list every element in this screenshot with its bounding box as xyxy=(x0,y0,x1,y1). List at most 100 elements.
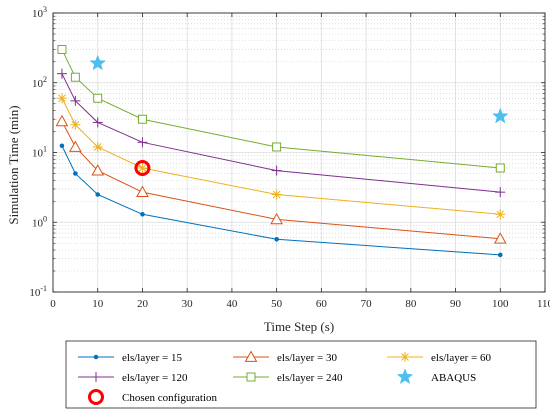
marker-star xyxy=(89,54,107,71)
series-1 xyxy=(59,143,503,258)
abaqus-point xyxy=(89,54,107,71)
data-point xyxy=(70,72,80,82)
x-tick-label: 50 xyxy=(271,298,283,310)
x-tick-label: 60 xyxy=(316,298,328,310)
data-point xyxy=(56,68,67,79)
marker-ast-d2 xyxy=(401,353,409,361)
legend-entry: els/layer = 240 xyxy=(233,372,343,384)
legend-marker xyxy=(93,354,99,360)
y-axis-title: Simulation Time (min) xyxy=(6,105,21,224)
data-point xyxy=(493,232,507,244)
legend-label: Chosen configuration xyxy=(122,392,218,404)
chosen-configuration-point xyxy=(134,159,151,176)
marker-dot xyxy=(73,171,78,176)
x-axis-title: Time Step (s) xyxy=(264,319,334,334)
legend-marker xyxy=(244,350,258,362)
series-line xyxy=(61,97,501,215)
legend-entry: Chosen configuration xyxy=(88,389,218,405)
data-point xyxy=(495,187,506,198)
y-tick-label: 102 xyxy=(32,75,47,90)
series-line xyxy=(61,49,501,169)
legend-marker xyxy=(91,372,101,382)
data-point xyxy=(73,171,78,176)
data-point xyxy=(56,93,67,104)
marker-square xyxy=(272,142,282,152)
legend-label: els/layer = 120 xyxy=(122,372,188,384)
marker-triangle xyxy=(493,232,507,244)
marker-square xyxy=(57,44,67,54)
data-point xyxy=(57,44,67,54)
x-tick-label: 40 xyxy=(226,298,238,310)
data-point xyxy=(55,114,69,127)
marker-triangle xyxy=(136,185,149,198)
series-2 xyxy=(55,114,507,244)
data-point xyxy=(140,212,145,217)
x-tick-label: 70 xyxy=(361,298,373,310)
marker-ast-d2 xyxy=(71,120,80,129)
series-layer xyxy=(55,44,509,258)
series-3 xyxy=(56,93,506,220)
legend-entry: els/layer = 30 xyxy=(233,350,337,364)
data-point xyxy=(136,185,149,198)
legend-marker xyxy=(400,352,410,362)
legend-label: els/layer = 15 xyxy=(122,352,182,364)
legend-entry: ABAQUS xyxy=(396,368,476,385)
data-point xyxy=(272,142,282,152)
marker-circle xyxy=(88,389,104,405)
legend-marker xyxy=(88,389,104,405)
data-point xyxy=(137,114,147,124)
marker-triangle xyxy=(244,350,258,362)
data-point xyxy=(271,165,282,176)
x-tick-label: 90 xyxy=(450,298,462,310)
abaqus-series xyxy=(89,54,509,124)
x-tick-label: 30 xyxy=(182,298,194,310)
y-tick-label: 10-1 xyxy=(29,284,47,299)
data-point xyxy=(274,236,279,242)
grid xyxy=(53,13,545,292)
marker-dot xyxy=(95,192,101,197)
marker-ast-d2 xyxy=(272,190,281,199)
data-point xyxy=(70,119,81,130)
marker-square xyxy=(70,72,80,82)
data-point xyxy=(93,93,103,103)
legend-label: els/layer = 30 xyxy=(277,352,337,364)
x-tick-label: 80 xyxy=(405,298,417,310)
legend-box xyxy=(65,340,537,409)
data-point xyxy=(495,209,506,220)
data-point xyxy=(69,140,82,152)
x-tick-label: 20 xyxy=(137,298,149,310)
legend-marker xyxy=(246,372,256,382)
data-point xyxy=(92,117,103,128)
data-point xyxy=(59,143,65,149)
data-point xyxy=(95,192,101,197)
marker-ast-d2 xyxy=(496,210,505,219)
x-tick-label: 10 xyxy=(92,298,104,310)
marker-circle xyxy=(134,159,151,176)
y-tick-label: 103 xyxy=(32,5,47,20)
marker-triangle xyxy=(91,164,105,176)
legend-entry: els/layer = 120 xyxy=(78,372,188,384)
abaqus-point xyxy=(491,107,509,124)
marker-square xyxy=(495,163,505,173)
legend-label: els/layer = 240 xyxy=(277,372,343,384)
marker-dot xyxy=(140,212,145,217)
marker-dot xyxy=(274,236,279,242)
data-point xyxy=(70,95,81,106)
marker-dot xyxy=(497,252,503,258)
series-4 xyxy=(56,68,506,198)
plot-frame xyxy=(52,12,546,293)
series-line xyxy=(61,73,501,193)
marker-star xyxy=(396,368,414,385)
marker-triangle xyxy=(270,212,283,225)
x-tick-label: 0 xyxy=(50,298,56,310)
marker-dot xyxy=(93,354,99,360)
x-tick-label: 100 xyxy=(492,298,509,310)
y-tick-label: 100 xyxy=(32,214,47,229)
data-point xyxy=(137,162,148,173)
data-point xyxy=(137,137,148,148)
series-line xyxy=(61,121,501,240)
data-point xyxy=(91,164,105,176)
data-point xyxy=(271,189,282,200)
marker-dot xyxy=(59,143,65,149)
marker-square xyxy=(246,372,256,382)
